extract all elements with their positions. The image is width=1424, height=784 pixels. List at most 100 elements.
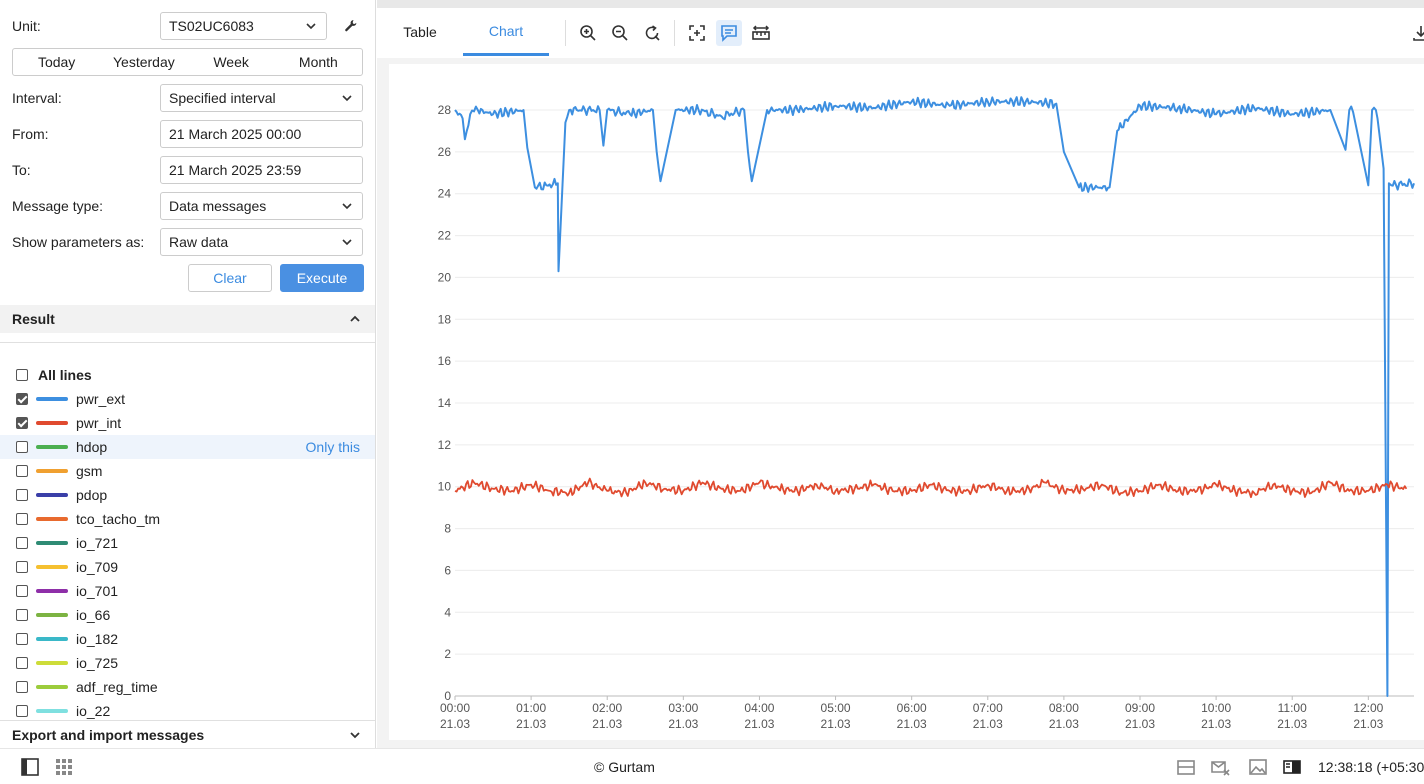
book-icon[interactable] [1282, 757, 1302, 777]
clear-button[interactable]: Clear [188, 264, 272, 292]
x-tick-date-label: 21.03 [973, 717, 1003, 731]
messages-icon[interactable] [1210, 757, 1230, 777]
line-row-adf_reg_time[interactable]: adf_reg_time [0, 675, 375, 699]
unit-value: TS02UC6083 [169, 18, 254, 34]
line-row-hdop[interactable]: hdop Only this [0, 435, 375, 459]
message-type-select[interactable]: Data messages [160, 192, 363, 220]
comment-icon[interactable] [716, 20, 742, 46]
line-row-pwr_int[interactable]: pwr_int [0, 411, 375, 435]
divider [0, 342, 375, 343]
zoom-in-icon[interactable] [575, 20, 601, 46]
x-tick-date-label: 21.03 [1201, 717, 1231, 731]
message-type-row: Message type: Data messages [12, 192, 363, 220]
line-chart[interactable]: 024681012141618202224262800:0021.0301:00… [389, 64, 1424, 740]
line-row-io_725[interactable]: io_725 [0, 651, 375, 675]
line-color-swatch [36, 397, 68, 401]
line-checkbox[interactable] [16, 537, 28, 549]
unit-select[interactable]: TS02UC6083 [160, 12, 327, 40]
zoom-out-icon[interactable] [607, 20, 633, 46]
y-tick-label: 18 [438, 312, 452, 326]
line-checkbox[interactable] [16, 441, 28, 453]
copyright: © Gurtam [594, 759, 655, 775]
line-checkbox[interactable] [16, 633, 28, 645]
from-field[interactable]: 21 March 2025 00:00 [160, 120, 363, 148]
line-checkbox[interactable] [16, 705, 28, 717]
line-name: tco_tacho_tm [76, 511, 161, 527]
x-tick-date-label: 21.03 [897, 717, 927, 731]
line-color-swatch [36, 637, 68, 641]
show-params-row: Show parameters as: Raw data [12, 228, 363, 256]
period-week[interactable]: Week [213, 54, 249, 70]
line-row-io_709[interactable]: io_709 [0, 555, 375, 579]
line-name: pdop [76, 487, 108, 503]
chevron-up-icon [350, 315, 360, 322]
line-name: adf_reg_time [76, 679, 158, 695]
line-name: io_725 [76, 655, 119, 671]
all-lines-row[interactable]: All lines [0, 363, 375, 387]
y-tick-label: 12 [438, 438, 452, 452]
line-name: io_22 [76, 703, 111, 719]
line-row-io_701[interactable]: io_701 [0, 579, 375, 603]
line-row-io_182[interactable]: io_182 [0, 627, 375, 651]
line-checkbox[interactable] [16, 561, 28, 573]
line-checkbox[interactable] [16, 513, 28, 525]
reset-zoom-icon[interactable] [639, 20, 665, 46]
x-tick-date-label: 21.03 [1125, 717, 1155, 731]
line-checkbox[interactable] [16, 681, 28, 693]
y-tick-label: 16 [438, 354, 452, 368]
x-tick-time-label: 11:00 [1278, 701, 1307, 715]
period-yesterday[interactable]: Yesterday [113, 54, 175, 70]
period-today[interactable]: Today [37, 54, 76, 70]
period-month[interactable]: Month [298, 54, 338, 70]
to-field[interactable]: 21 March 2025 23:59 [160, 156, 363, 184]
y-tick-label: 22 [438, 229, 452, 243]
tab-table[interactable]: Table [403, 24, 437, 40]
line-row-tco_tacho_tm[interactable]: tco_tacho_tm [0, 507, 375, 531]
x-tick-time-label: 02:00 [592, 701, 622, 715]
interval-select[interactable]: Specified interval [160, 84, 363, 112]
line-row-io_66[interactable]: io_66 [0, 603, 375, 627]
x-tick-time-label: 03:00 [668, 701, 698, 715]
line-checkbox[interactable] [16, 657, 28, 669]
x-tick-date-label: 21.03 [668, 717, 698, 731]
all-lines-checkbox[interactable] [16, 369, 28, 381]
grid-layout-icon[interactable] [54, 757, 74, 777]
line-color-swatch [36, 493, 68, 497]
ruler-icon[interactable] [748, 20, 774, 46]
export-import-header[interactable]: Export and import messages [0, 720, 375, 748]
y-tick-label: 26 [438, 145, 452, 159]
line-row-pwr_ext[interactable]: pwr_ext [0, 387, 375, 411]
message-type-label: Message type: [12, 198, 104, 214]
main-area: Table Chart 0 2 4 6 8 10 12 14 16 18 20 22 24 26 28 00:… [377, 0, 1424, 748]
chart-toolbar: Table Chart [377, 8, 1424, 58]
line-checkbox[interactable] [16, 393, 28, 405]
download-icon[interactable] [1408, 20, 1424, 46]
tab-chart[interactable]: Chart [463, 8, 549, 56]
panel-layout-icon[interactable] [20, 757, 40, 777]
x-tick-date-label: 21.03 [592, 717, 622, 731]
notifications-icon[interactable] [1176, 757, 1196, 777]
line-checkbox[interactable] [16, 417, 28, 429]
image-icon[interactable] [1248, 757, 1268, 777]
line-row-io_721[interactable]: io_721 [0, 531, 375, 555]
line-color-swatch [36, 541, 68, 545]
line-name: hdop [76, 439, 108, 455]
execute-button[interactable]: Execute [280, 264, 364, 292]
chevron-down-icon [342, 239, 352, 246]
fit-icon[interactable] [684, 20, 710, 46]
line-row-pdop[interactable]: pdop [0, 483, 375, 507]
line-checkbox[interactable] [16, 465, 28, 477]
show-params-select[interactable]: Raw data [160, 228, 363, 256]
only-this-link[interactable]: Only this [305, 439, 360, 455]
line-checkbox[interactable] [16, 489, 28, 501]
x-tick-time-label: 00:00 [440, 701, 470, 715]
line-checkbox[interactable] [16, 585, 28, 597]
result-header[interactable]: Result [0, 305, 375, 333]
line-row-gsm[interactable]: gsm [0, 459, 375, 483]
y-tick-label: 2 [444, 647, 451, 661]
x-tick-time-label: 05:00 [821, 701, 851, 715]
line-checkbox[interactable] [16, 609, 28, 621]
line-color-swatch [36, 685, 68, 689]
wrench-icon[interactable] [343, 18, 359, 34]
line-row-io_22[interactable]: io_22 [0, 699, 375, 723]
